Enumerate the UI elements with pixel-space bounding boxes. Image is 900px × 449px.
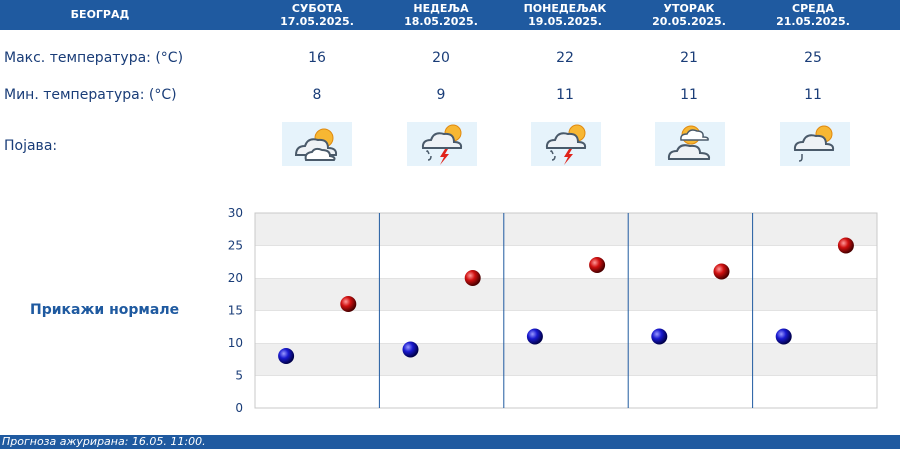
city-name: БЕОГРАД [70,8,130,21]
max-temp-value: 16 [308,50,326,66]
forecast-updated: Прогноза ажурирана: 16.05. 11:00. [0,435,900,449]
grid-band [255,278,877,311]
y-axis: 0 5 10 15 20 25 30 [228,206,243,415]
min-temp-point [651,328,668,345]
grid-band [255,375,877,408]
min-temp-value: 11 [556,87,574,103]
day-name: НЕДЕЉА [413,2,469,15]
day-header-3: ПОНЕДЕЉАК 19.05.2025. [503,2,627,28]
day-dividers [378,213,754,408]
day-date: 20.05.2025. [652,15,726,28]
max-temp-value: 22 [556,50,574,66]
min-temp-point [278,348,295,364]
max-temp-label: Макс. температура: (°C) [4,50,184,66]
partly-cloudy-icon [282,122,352,166]
show-normals-link[interactable]: Прикажи нормале [30,302,180,318]
y-tick-label: 15 [228,304,243,318]
min-temp-point [526,328,543,345]
y-tick-label: 5 [235,369,243,383]
min-temp-value: 9 [436,87,446,103]
max-temp-point [589,257,606,273]
y-tick-label: 25 [228,239,243,253]
min-temp-point [402,341,419,358]
day-name: ПОНЕДЕЉАК [523,2,607,15]
min-temp-label: Мин. температура: (°C) [4,87,177,103]
data-points [278,237,854,364]
phenomenon-label: Појава: [4,138,58,154]
day-name: СУБОТА [291,2,343,15]
day-name: УТОРАК [663,2,715,15]
y-tick-label: 30 [228,206,243,220]
day-date: 18.05.2025. [404,15,478,28]
day-date: 17.05.2025. [280,15,354,28]
max-temp-point [713,263,730,280]
grid-band [255,213,877,246]
chart-grid [254,212,878,409]
max-temp-point [464,270,481,286]
thunderstorm-rain-icon [531,122,601,166]
day-header-5: СРЕДА 21.05.2025. [751,2,875,28]
grid-band [255,245,877,278]
max-temp-value: 25 [804,50,822,66]
max-temp-value: 20 [432,50,450,66]
max-temp-value: 21 [680,50,698,66]
y-tick-label: 20 [228,271,243,285]
day-header-1: СУБОТА 17.05.2025. [255,2,379,28]
temperature-chart: 0 5 10 15 20 25 30 [228,206,878,415]
day-header-4: УТОРАК 20.05.2025. [627,2,751,28]
grid-band [255,343,877,376]
y-tick-label: 0 [235,401,243,415]
forecast-header: БЕОГРАД СУБОТА 17.05.2025. НЕДЕЉА 18.05.… [0,0,900,30]
grid-band [255,310,877,343]
thunderstorm-rain-icon [407,122,477,166]
y-tick-label: 10 [228,336,243,350]
day-name: СРЕДА [792,2,834,15]
partly-cloudy-showers-icon [780,122,850,166]
min-temp-value: 11 [680,87,698,103]
min-temp-point [775,328,792,345]
min-temp-value: 8 [312,87,322,103]
partly-cloudy-sunny-icon [655,122,725,166]
day-date: 21.05.2025. [776,15,850,28]
day-header-2: НЕДЕЉА 18.05.2025. [379,2,503,28]
max-temp-point [837,237,854,254]
plot-border [254,212,878,409]
day-date: 19.05.2025. [528,15,602,28]
max-temp-point [340,296,357,312]
min-temp-value: 11 [804,87,822,103]
